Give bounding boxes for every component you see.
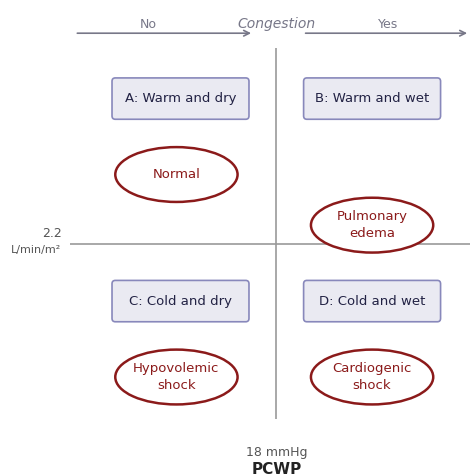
Text: D: Cold and wet: D: Cold and wet — [319, 294, 425, 308]
Text: A: Warm and dry: A: Warm and dry — [125, 92, 236, 105]
Ellipse shape — [311, 350, 433, 404]
Text: Pulmonary
edema: Pulmonary edema — [337, 210, 408, 240]
Text: B: Warm and wet: B: Warm and wet — [315, 92, 429, 105]
Text: Congestion: Congestion — [237, 17, 315, 31]
Ellipse shape — [311, 198, 433, 253]
Ellipse shape — [115, 350, 237, 404]
Text: Hypovolemic
shock: Hypovolemic shock — [133, 362, 219, 392]
Text: L/min/m²: L/min/m² — [11, 245, 62, 255]
FancyBboxPatch shape — [112, 281, 249, 322]
Text: Cardiogenic
shock: Cardiogenic shock — [332, 362, 412, 392]
Text: C: Cold and dry: C: Cold and dry — [129, 294, 232, 308]
Text: Yes: Yes — [378, 18, 399, 31]
Ellipse shape — [115, 147, 237, 202]
FancyBboxPatch shape — [112, 78, 249, 119]
Text: 2.2: 2.2 — [42, 227, 62, 240]
Text: Normal: Normal — [153, 168, 201, 181]
Text: PCWP: PCWP — [251, 462, 301, 474]
FancyBboxPatch shape — [304, 78, 440, 119]
Text: No: No — [139, 18, 156, 31]
FancyBboxPatch shape — [304, 281, 440, 322]
Text: 18 mmHg: 18 mmHg — [246, 446, 307, 458]
